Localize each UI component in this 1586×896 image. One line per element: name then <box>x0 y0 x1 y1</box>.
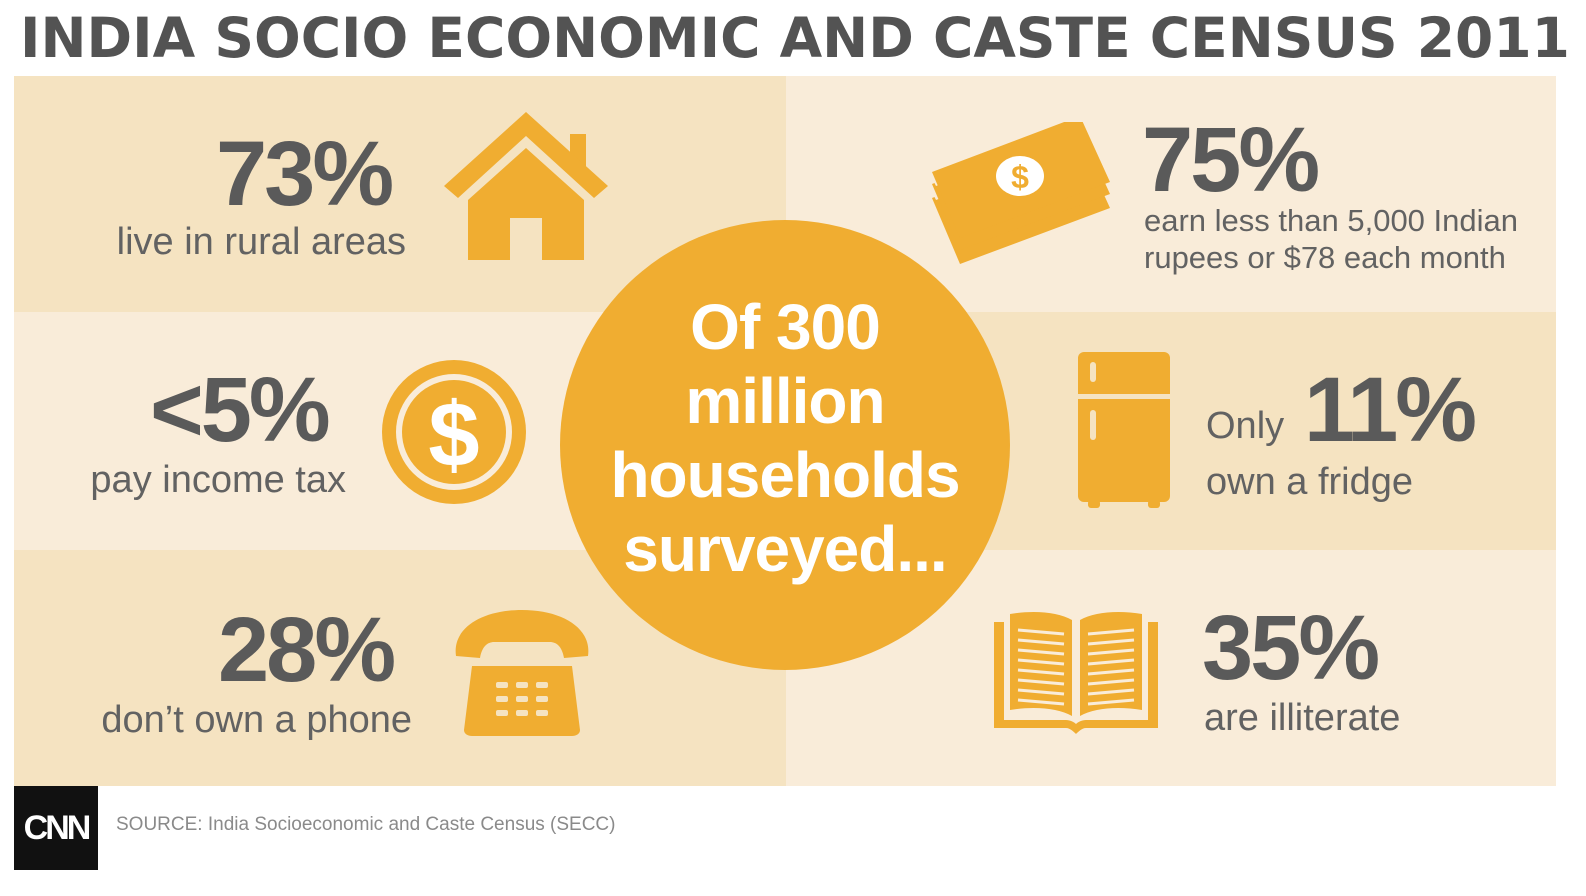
center-line-1: Of 300 <box>690 291 881 363</box>
rural-label: live in rural areas <box>116 221 406 263</box>
illiterate-percent: 35% <box>1202 597 1380 699</box>
center-line-2: million <box>685 365 885 437</box>
rural-percent: 73% <box>216 123 394 225</box>
center-line-3: households <box>610 439 960 511</box>
income-label-line1: earn less than 5,000 Indian <box>1144 203 1518 238</box>
phone-label: don’t own a phone <box>101 699 412 741</box>
svg-text:$: $ <box>428 384 479 486</box>
fridge-icon <box>1078 352 1170 508</box>
fridge-prefix: Only <box>1206 405 1285 447</box>
panel-phone: 28% don’t own a phone <box>14 550 786 786</box>
telephone-icon <box>455 610 589 736</box>
income-percent: 75% <box>1142 109 1320 211</box>
fridge-percent: 11% <box>1304 359 1477 461</box>
phone-percent: 28% <box>218 599 396 701</box>
book-icon <box>994 612 1158 734</box>
tax-label: pay income tax <box>90 459 346 501</box>
center-circle: Of 300 million households surveyed... <box>560 220 1010 670</box>
infographic-title: INDIA SOCIO ECONOMIC AND CASTE CENSUS 20… <box>20 6 1570 70</box>
svg-text:$: $ <box>1011 159 1029 195</box>
tax-percent: <5% <box>150 359 331 461</box>
center-text: Of 300 million households surveyed... <box>560 290 1010 586</box>
house-icon <box>444 112 608 260</box>
center-line-4: surveyed... <box>623 513 947 585</box>
income-label-line2: rupees or $78 each month <box>1144 240 1506 275</box>
money-stack-icon: $ <box>932 122 1110 264</box>
illiterate-label: are illiterate <box>1204 697 1401 739</box>
dollar-coin-icon: $ <box>382 360 526 504</box>
panel-rural: 73% live in rural areas <box>14 76 786 312</box>
source-note: SOURCE: India Socioeconomic and Caste Ce… <box>116 814 616 835</box>
fridge-label: own a fridge <box>1206 461 1414 503</box>
panel-income: $ 75% earn less than 5,000 Indian rupees… <box>786 76 1556 312</box>
cnn-logo: CNN <box>14 786 98 870</box>
